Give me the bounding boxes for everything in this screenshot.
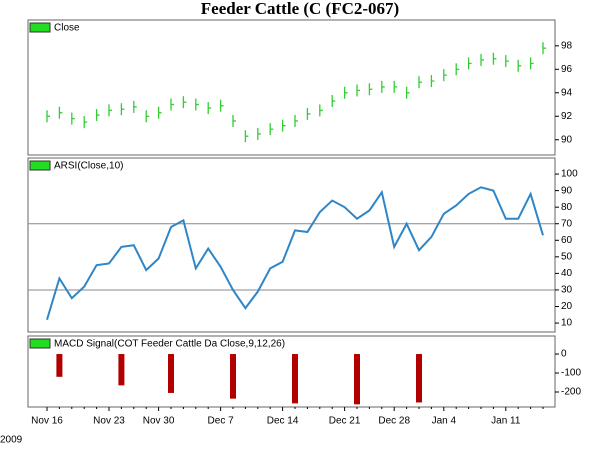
price-bar: [257, 127, 261, 140]
panel: [27, 157, 556, 333]
price-bar: [244, 130, 249, 143]
bar: [56, 354, 63, 377]
price-bar: [83, 116, 88, 129]
legend-swatch: [29, 160, 51, 171]
bar: [292, 354, 298, 404]
legend-swatch: [29, 338, 51, 349]
price-bar: [505, 55, 509, 68]
price-bar: [356, 84, 360, 97]
y-tick-label: -200: [561, 387, 581, 398]
y-tick-label: 10: [561, 318, 573, 329]
price-bar: [294, 114, 298, 127]
y-tick-label: 60: [561, 235, 573, 246]
price-bar: [529, 57, 534, 70]
price-bar: [405, 86, 410, 99]
price-bar: [120, 103, 125, 116]
x-tick-label: Dec 21: [329, 416, 361, 427]
y-tick-label: 98: [561, 40, 573, 51]
x-tick-label: Jan 11: [491, 416, 521, 427]
year-label: 2009: [0, 435, 23, 446]
price-bar: [219, 99, 224, 112]
price-bar: [368, 83, 373, 96]
y-tick-label: 50: [561, 251, 573, 262]
legend-swatch: [29, 22, 51, 33]
rsi-line: [46, 186, 544, 321]
price-bar: [145, 110, 150, 123]
x-tick-label: Dec 7: [208, 416, 235, 427]
price-bar: [393, 80, 398, 93]
price-bar: [467, 57, 472, 70]
price-bar: [207, 102, 212, 115]
bar: [416, 354, 422, 403]
y-tick-label: 70: [561, 218, 573, 229]
price-bar: [46, 110, 50, 123]
y-tick-label: 92: [561, 111, 573, 122]
bar: [168, 354, 174, 393]
y-tick-label: 40: [561, 268, 573, 279]
y-tick-label: 20: [561, 301, 573, 312]
x-tick-label: Nov 16: [31, 416, 63, 427]
price-bar: [343, 86, 348, 99]
price-bar: [381, 80, 385, 93]
price-bar: [195, 98, 199, 111]
price-bar: [455, 63, 460, 76]
y-tick-label: 94: [561, 87, 573, 98]
y-tick-label: 90: [561, 185, 573, 196]
price-bar: [71, 112, 75, 125]
y-tick-label: 96: [561, 64, 573, 75]
panel: [27, 335, 556, 408]
y-tick-label: 0: [561, 349, 567, 360]
legend-label: ARSI(Close,10): [54, 161, 123, 172]
price-bar: [480, 53, 484, 66]
x-tick-label: Nov 23: [93, 416, 125, 427]
price-bar: [95, 109, 100, 122]
price-bar: [269, 123, 274, 136]
price-bar: [58, 106, 63, 119]
price-bar: [108, 104, 112, 117]
price-bar: [170, 98, 174, 111]
y-tick-label: -100: [561, 368, 581, 379]
price-bar: [281, 119, 286, 132]
bar: [118, 354, 125, 386]
price-bar: [430, 75, 435, 88]
bar: [354, 354, 360, 405]
x-tick-label: Dec 14: [267, 416, 299, 427]
price-bar: [517, 59, 522, 72]
legend-label: Close: [54, 23, 80, 34]
chart-title: Feeder Cattle (C (FC2-067): [201, 0, 399, 18]
y-tick-label: 100: [561, 169, 578, 180]
y-tick-label: 80: [561, 202, 573, 213]
price-bar: [319, 104, 323, 117]
price-bar: [542, 42, 546, 55]
legend-label: MACD Signal(COT Feeder Cattle Da Close,9…: [54, 339, 285, 350]
price-bar: [418, 76, 422, 89]
x-tick-label: Jan 4: [432, 416, 457, 427]
y-tick-label: 90: [561, 134, 573, 145]
price-bar: [443, 69, 447, 82]
x-tick-label: Dec 28: [378, 416, 410, 427]
price-bar: [232, 114, 236, 127]
price-bar: [492, 52, 497, 65]
price-bar: [306, 107, 311, 120]
y-tick-label: 30: [561, 285, 573, 296]
price-bar: [331, 95, 336, 107]
panel: [27, 19, 556, 156]
price-bar: [133, 100, 137, 113]
price-bar: [182, 96, 187, 109]
x-tick-label: Nov 30: [143, 416, 175, 427]
price-bar: [157, 106, 162, 119]
bar: [230, 354, 236, 399]
